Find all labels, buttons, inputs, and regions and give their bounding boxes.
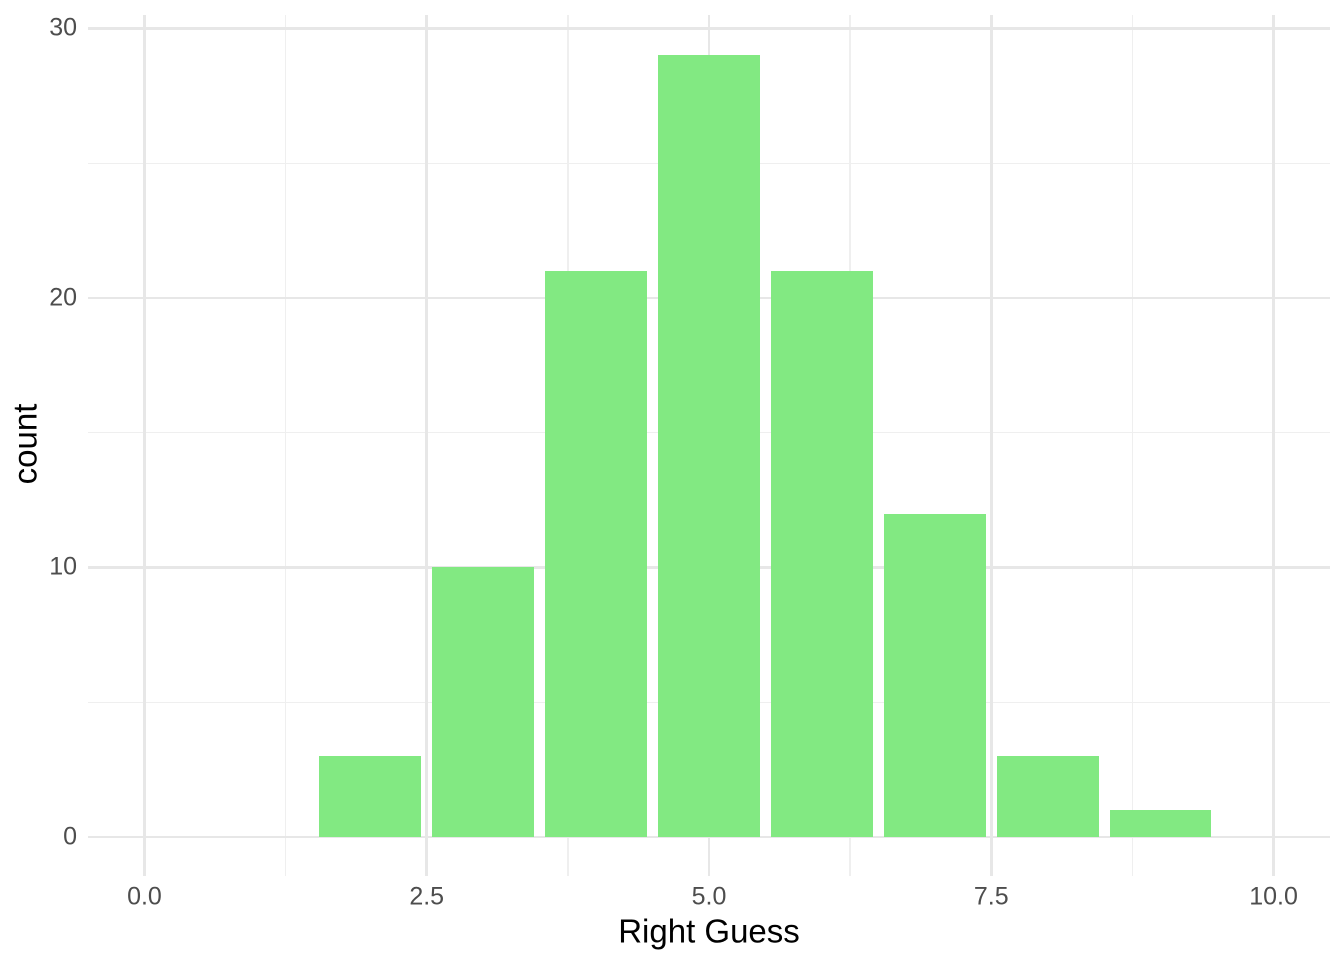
histogram-bar	[658, 55, 760, 837]
gridline-minor-vertical	[284, 15, 287, 876]
histogram-bar	[319, 756, 422, 837]
histogram-bar	[884, 513, 986, 837]
histogram-bar	[432, 567, 534, 837]
x-tick-label: 5.0	[691, 882, 727, 911]
y-tick-label: 10	[49, 552, 77, 581]
x-tick-label: 2.5	[409, 882, 445, 911]
gridline-major-vertical	[1272, 15, 1275, 876]
histogram-bar	[545, 271, 647, 837]
gridline-major-vertical	[425, 15, 428, 876]
histogram-bar	[771, 271, 873, 837]
histogram-bar	[996, 756, 1099, 837]
x-tick-label: 0.0	[127, 882, 162, 911]
gridline-minor-vertical	[1131, 15, 1134, 876]
gridline-major-horizontal	[88, 835, 1330, 839]
x-tick-label: 10.0	[1249, 882, 1298, 911]
x-tick-label: 7.5	[973, 882, 1009, 911]
x-axis-title: Right Guess	[618, 912, 800, 950]
gridline-major-vertical	[143, 15, 146, 876]
y-tick-label: 0	[63, 822, 77, 851]
histogram-bar	[1109, 809, 1212, 837]
plot-panel	[88, 15, 1330, 876]
gridline-major-vertical	[990, 15, 993, 876]
y-tick-label: 30	[49, 13, 77, 42]
y-axis-title: count	[6, 403, 44, 485]
gridline-major-horizontal	[88, 27, 1330, 30]
y-tick-label: 20	[49, 283, 77, 312]
